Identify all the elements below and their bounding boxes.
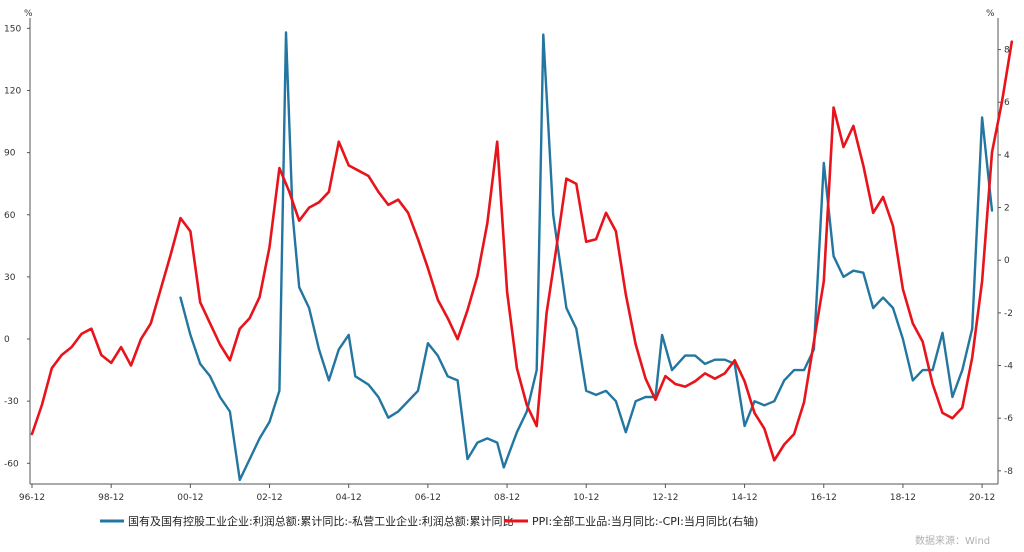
x-tick-label-9: 14-12 — [731, 493, 757, 503]
series-line-2 — [30, 40, 1014, 462]
left-tick-label-5: 0 — [4, 335, 10, 345]
x-tick-label-10: 16-12 — [811, 493, 837, 503]
right-tick-label-4: 0 — [1004, 256, 1010, 266]
x-axis-ticks: 96-12 98-12 00-12 02-12 04-12 06-12 08-12 10-12… — [19, 484, 995, 503]
left-tick-label-0: 150 — [4, 24, 21, 34]
right-tick-label-6: -4 — [1004, 362, 1013, 372]
source-note: 数据来源：Wind — [915, 534, 990, 547]
right-tick-label-8: -8 — [1004, 467, 1013, 477]
right-axis-ticks: 8 6 4 2 0 -2 -4 -6 -8 — [998, 46, 1013, 477]
x-tick-label-2: 00-12 — [177, 493, 203, 503]
legend-label-2: PPI:全部工业品:当月同比:-CPI:当月同比(右轴) — [532, 514, 758, 528]
right-axis-unit: % — [986, 9, 995, 19]
legend-item-1: 国有及国有控股工业企业:利润总额:累计同比:-私营工业企业:利润总额:累计同比 — [100, 514, 514, 528]
right-tick-label-2: 4 — [1004, 151, 1010, 161]
x-tick-label-12: 20-12 — [969, 493, 995, 503]
x-tick-label-3: 02-12 — [256, 493, 282, 503]
left-tick-label-1: 120 — [4, 86, 21, 96]
series-line-1 — [179, 31, 994, 482]
left-axis-unit: % — [24, 9, 33, 19]
left-tick-label-6: -30 — [4, 397, 19, 407]
left-tick-label-7: -60 — [4, 459, 19, 469]
x-tick-label-7: 10-12 — [573, 493, 599, 503]
legend: 国有及国有控股工业企业:利润总额:累计同比:-私营工业企业:利润总额:累计同比 … — [100, 514, 758, 528]
x-tick-label-8: 12-12 — [652, 493, 678, 503]
legend-item-2: PPI:全部工业品:当月同比:-CPI:当月同比(右轴) — [504, 514, 758, 528]
x-tick-label-6: 08-12 — [494, 493, 520, 503]
x-tick-label-4: 04-12 — [336, 493, 362, 503]
x-tick-label-1: 98-12 — [98, 493, 124, 503]
x-tick-label-5: 06-12 — [415, 493, 441, 503]
x-tick-label-11: 18-12 — [890, 493, 916, 503]
x-tick-label-0: 96-12 — [19, 493, 45, 503]
right-tick-label-3: 2 — [1004, 204, 1010, 214]
legend-label-1: 国有及国有控股工业企业:利润总额:累计同比:-私营工业企业:利润总额:累计同比 — [128, 514, 514, 528]
left-axis-ticks: 150 120 90 60 30 0 -30 -60 — [4, 24, 30, 469]
right-tick-label-1: 6 — [1004, 98, 1010, 108]
right-tick-label-7: -6 — [1004, 414, 1013, 424]
right-tick-label-0: 8 — [1004, 46, 1010, 56]
right-tick-label-5: -2 — [1004, 309, 1013, 319]
series-layer — [30, 31, 1014, 482]
left-tick-label-3: 60 — [4, 211, 16, 221]
left-tick-label-2: 90 — [4, 149, 16, 159]
axes: % % — [24, 9, 999, 485]
left-tick-label-4: 30 — [4, 273, 16, 283]
